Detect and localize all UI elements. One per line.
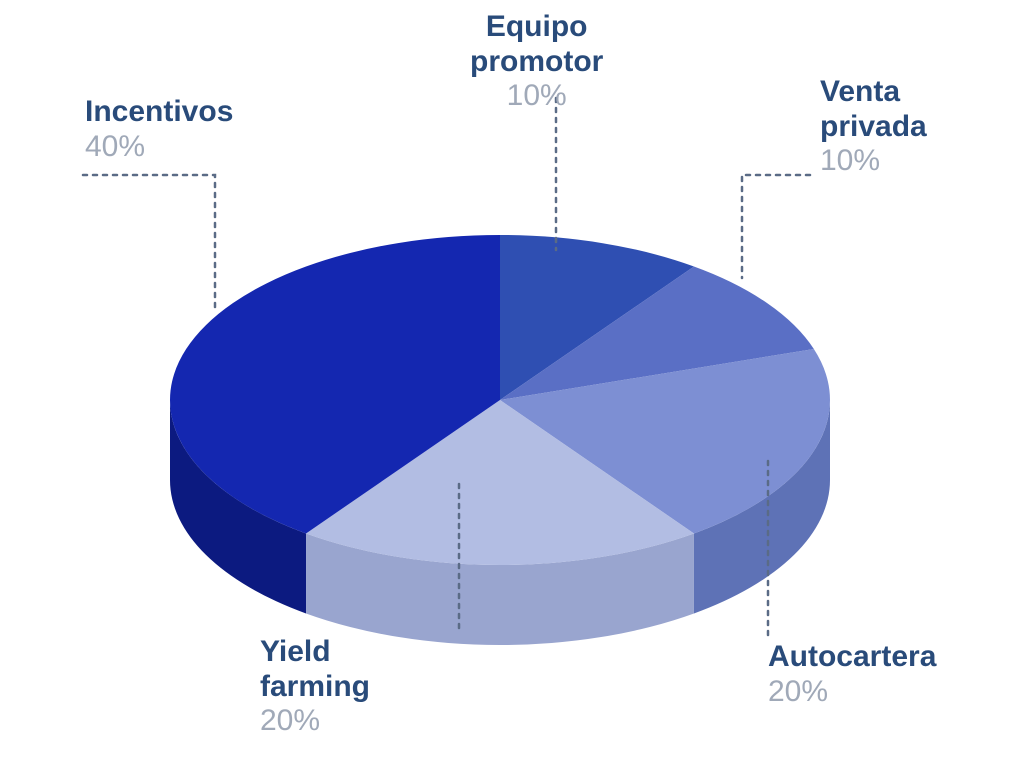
pie-label-title: Autocartera bbox=[768, 640, 936, 675]
leader-line bbox=[83, 175, 215, 310]
pie-chart-3d: Equipo promotor10%Venta privada10%Autoca… bbox=[0, 0, 1024, 777]
pie-label-title: Venta privada bbox=[820, 75, 927, 144]
pie-label-pct: 10% bbox=[470, 79, 603, 114]
pie-label-title: Yield farming bbox=[260, 635, 370, 704]
pie-label: Incentivos40% bbox=[85, 95, 233, 164]
pie-tops bbox=[170, 235, 830, 565]
pie-label-pct: 20% bbox=[768, 675, 936, 710]
pie-label-pct: 20% bbox=[260, 704, 370, 739]
leader-line bbox=[742, 175, 810, 278]
pie-label: Equipo promotor10% bbox=[470, 10, 603, 114]
pie-label-title: Incentivos bbox=[85, 95, 233, 130]
pie-label: Autocartera20% bbox=[768, 640, 936, 709]
pie-label-pct: 10% bbox=[820, 144, 927, 179]
pie-label: Yield farming20% bbox=[260, 635, 370, 739]
pie-label-title: Equipo promotor bbox=[470, 10, 603, 79]
pie-label: Venta privada10% bbox=[820, 75, 927, 179]
pie-label-pct: 40% bbox=[85, 130, 233, 165]
